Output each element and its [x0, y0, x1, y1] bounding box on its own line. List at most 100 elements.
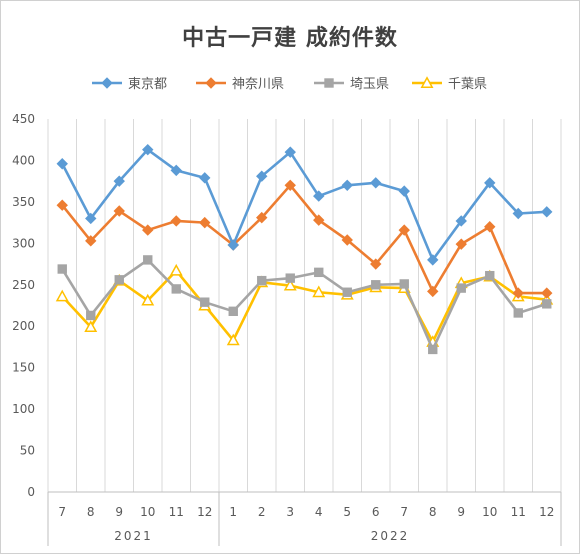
- data-point: [141, 293, 155, 306]
- legend-item: 千葉県: [412, 76, 487, 92]
- data-point: [341, 234, 353, 246]
- data-point: [398, 185, 410, 197]
- x-tick-label: 4: [315, 505, 323, 519]
- data-point: [57, 264, 67, 274]
- x-tick-label: 2: [258, 505, 266, 519]
- plot-area: [55, 143, 554, 355]
- data-point: [427, 285, 439, 298]
- data-point: [324, 78, 334, 88]
- data-point: [256, 211, 268, 224]
- grid: [47, 119, 562, 492]
- legend-item: 神奈川県: [196, 77, 284, 92]
- x-tick-label: 8: [429, 505, 437, 519]
- x-tick-label: 10: [140, 505, 155, 519]
- year-label: 2021: [114, 529, 153, 543]
- data-point: [541, 287, 553, 299]
- data-point: [512, 207, 524, 220]
- data-point: [428, 344, 438, 355]
- data-point: [170, 164, 182, 177]
- data-point: [285, 273, 295, 283]
- data-point: [200, 297, 210, 307]
- data-point: [313, 190, 325, 202]
- series-3: [57, 255, 552, 355]
- data-point: [55, 289, 69, 302]
- data-point: [114, 275, 124, 285]
- data-point: [142, 224, 154, 236]
- data-point: [455, 238, 467, 250]
- y-tick-label: 200: [12, 319, 35, 333]
- x-tick-label: 8: [87, 505, 95, 519]
- x-tick-label: 5: [343, 505, 351, 519]
- y-tick-label: 350: [12, 195, 35, 209]
- data-point: [170, 215, 182, 227]
- x-tick-label: 11: [511, 505, 526, 519]
- data-point: [169, 263, 183, 276]
- data-point: [371, 280, 381, 290]
- data-point: [370, 258, 382, 270]
- data-point: [341, 179, 353, 192]
- data-point: [256, 170, 268, 182]
- data-point: [113, 175, 125, 187]
- x-tick-label: 12: [197, 505, 212, 519]
- x-tick-label: 10: [482, 505, 497, 519]
- data-point: [101, 77, 113, 89]
- data-point: [85, 212, 97, 225]
- legend-label: 千葉県: [448, 77, 487, 92]
- legend-label: 東京都: [128, 76, 167, 92]
- data-point: [142, 143, 154, 156]
- data-point: [86, 310, 96, 321]
- data-point: [113, 205, 125, 217]
- y-tick-label: 100: [12, 402, 35, 416]
- data-point: [284, 179, 296, 192]
- data-point: [484, 177, 496, 189]
- x-tick-label: 12: [539, 505, 554, 519]
- data-point: [455, 215, 467, 227]
- year-label: 2022: [371, 529, 410, 543]
- data-point: [399, 279, 409, 289]
- data-point: [314, 267, 324, 278]
- data-point: [227, 239, 239, 251]
- data-point: [85, 235, 97, 247]
- data-point: [370, 177, 382, 189]
- data-point: [456, 283, 466, 293]
- data-point: [199, 216, 211, 229]
- data-point: [512, 287, 524, 299]
- y-tick-label: 50: [20, 444, 35, 458]
- y-tick-label: 300: [12, 236, 35, 250]
- data-point: [513, 308, 523, 318]
- series-line: [61, 184, 547, 295]
- x-tick-label: 7: [400, 505, 408, 519]
- data-point: [398, 224, 410, 236]
- data-point: [342, 287, 352, 297]
- data-point: [541, 206, 553, 218]
- y-tick-label: 450: [12, 112, 35, 126]
- series-1: [56, 143, 553, 266]
- data-point: [171, 284, 181, 294]
- data-point: [143, 255, 153, 265]
- y-axis: 0 50 100 150 200 250 300 350 400 450: [12, 112, 35, 499]
- legend-label: 神奈川県: [232, 77, 284, 92]
- x-tick-label: 3: [286, 505, 294, 519]
- legend-item: 東京都: [92, 76, 167, 92]
- data-point: [313, 214, 325, 226]
- data-point: [484, 221, 496, 233]
- data-point: [56, 199, 68, 211]
- x-tick-label: 6: [372, 505, 380, 519]
- data-point: [284, 146, 296, 158]
- chart-title: 中古一戸建 成約件数: [182, 26, 398, 51]
- data-point: [205, 77, 217, 89]
- data-point: [283, 278, 297, 291]
- data-point: [199, 172, 211, 184]
- y-tick-label: 250: [12, 278, 35, 292]
- legend: 東京都 神奈川県 埼玉県 千葉県: [92, 76, 487, 92]
- data-point: [420, 76, 434, 88]
- data-point: [228, 306, 238, 317]
- data-point: [56, 158, 68, 170]
- data-point: [226, 333, 240, 346]
- x-tick-label: 9: [115, 505, 123, 519]
- data-point: [257, 275, 267, 286]
- y-tick-label: 400: [12, 153, 35, 167]
- data-point: [427, 254, 439, 266]
